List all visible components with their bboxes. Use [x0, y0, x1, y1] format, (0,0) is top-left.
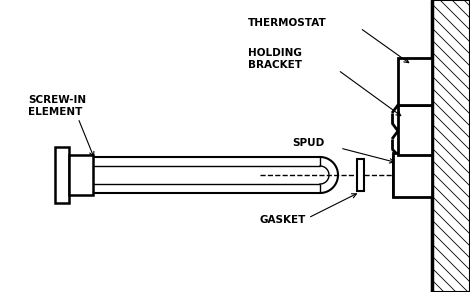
Text: GASKET: GASKET [260, 215, 306, 225]
Text: SPUD: SPUD [292, 138, 324, 148]
Text: THERMOSTAT: THERMOSTAT [248, 18, 327, 28]
Text: SCREW-IN
ELEMENT: SCREW-IN ELEMENT [28, 95, 86, 117]
Bar [398, 58, 432, 105]
Text: HOLDING
BRACKET: HOLDING BRACKET [248, 48, 302, 69]
Bar [55, 147, 69, 203]
Bar [393, 153, 432, 197]
Bar [69, 155, 93, 195]
Bar [357, 159, 364, 191]
Bar [398, 105, 432, 155]
Bar [432, 0, 470, 292]
